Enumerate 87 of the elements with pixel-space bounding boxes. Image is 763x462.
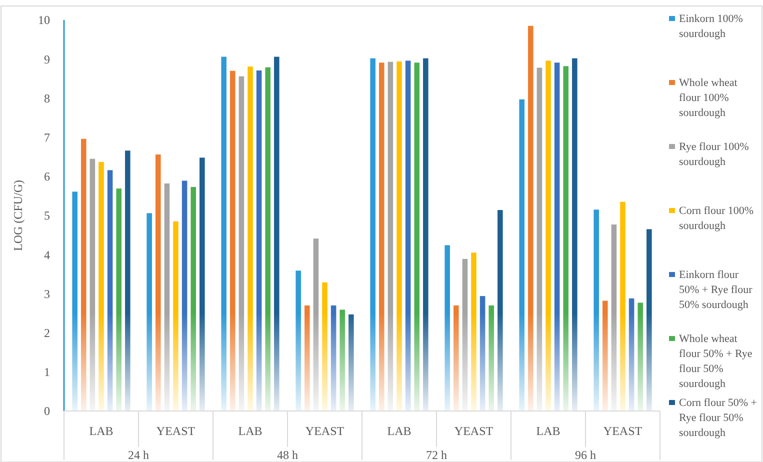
- bar: [146, 213, 152, 411]
- x-tick-label: LAB: [387, 424, 412, 438]
- bar: [563, 66, 568, 411]
- bar: [256, 70, 262, 411]
- bar: [340, 310, 345, 411]
- text: 72 h: [426, 448, 447, 462]
- bar: [107, 170, 113, 411]
- bar: [90, 158, 96, 411]
- y-tick-label: 10: [38, 13, 50, 28]
- bar: [423, 58, 428, 411]
- x-tick-label: YEAST: [454, 424, 494, 438]
- bar: [238, 76, 244, 411]
- bar: [454, 305, 459, 411]
- bar: [611, 224, 617, 411]
- bar: [81, 138, 86, 411]
- bar: [164, 183, 170, 411]
- y-tick-label: 7: [44, 130, 50, 144]
- x-tick-label: YEAST: [305, 424, 345, 438]
- bar: [444, 245, 450, 411]
- bar: [98, 162, 104, 411]
- legend-label: Whole wheat flour 50% + Rye flour 50% sourdough: [679, 333, 752, 390]
- text: 48 h: [277, 448, 298, 462]
- bar: [322, 282, 328, 411]
- bar: [388, 62, 394, 411]
- bar: [304, 305, 310, 411]
- bar: [498, 210, 503, 411]
- bar: [248, 66, 253, 411]
- bar: [265, 67, 270, 411]
- x-tick-label: LAB: [89, 424, 114, 438]
- bar: [72, 192, 78, 411]
- bar: [519, 99, 524, 411]
- y-tick-label: 0: [44, 404, 50, 418]
- legend-label: Einkorn 100% sourdough: [679, 13, 743, 40]
- bar: [379, 62, 384, 411]
- bar: [173, 221, 178, 411]
- y-tick-label: 1: [44, 365, 50, 380]
- bar: [125, 150, 130, 411]
- y-tick-label: 5: [44, 208, 50, 223]
- text: 96 h: [575, 448, 596, 462]
- legend-label: Einkorn flour 50% + Rye flour 50% sourdough: [679, 269, 753, 311]
- bar: [488, 305, 494, 411]
- y-tick-label: 4: [44, 248, 50, 262]
- bar: [594, 210, 599, 411]
- legend-label: Rye flour 100% sourdough: [679, 141, 749, 168]
- bar: [116, 188, 122, 411]
- bar: [628, 298, 634, 411]
- y-axis-title: LOG (CFU/G): [11, 180, 25, 251]
- bar: [471, 252, 476, 411]
- bar: [330, 305, 336, 411]
- y-tick-label: 2: [44, 326, 50, 340]
- y-tick-label: 6: [44, 170, 50, 184]
- bar: [274, 56, 280, 411]
- bar: [190, 186, 196, 411]
- bar: [348, 314, 354, 411]
- legend-label: Whole wheat flour 100% sourdough: [679, 77, 738, 119]
- bar: [396, 61, 402, 411]
- text: 24 h: [128, 448, 149, 462]
- legend-label: Corn flour 50% + Rye flour 50% sourdough: [679, 397, 757, 439]
- legend-label: Corn flour 100% sourdough: [679, 205, 754, 232]
- y-tick-label: 3: [44, 286, 50, 301]
- bar: [572, 58, 578, 411]
- x-tick-label: YEAST: [603, 424, 643, 438]
- bar: [296, 270, 301, 411]
- bar: [528, 26, 534, 411]
- x-tick-label: YEAST: [156, 424, 196, 438]
- bar: [221, 56, 226, 411]
- bar: [638, 302, 643, 411]
- bar: [414, 62, 420, 411]
- bar: [480, 296, 486, 411]
- bar: [646, 229, 652, 411]
- bar: [156, 154, 161, 411]
- x-tick-label: LAB: [536, 424, 560, 438]
- y-tick-label: 8: [44, 91, 50, 106]
- bar: [200, 158, 205, 411]
- bar: [536, 68, 542, 411]
- bar: [602, 300, 608, 411]
- bar: [182, 180, 188, 411]
- x-tick-label: LAB: [238, 424, 262, 438]
- bar: [620, 202, 626, 411]
- bar: [313, 238, 319, 411]
- bar: [405, 60, 411, 411]
- bar: [554, 62, 560, 411]
- y-tick-label: 9: [44, 52, 50, 66]
- bar: [370, 58, 376, 411]
- bar: [462, 258, 468, 411]
- bar: [230, 70, 236, 411]
- bar: [546, 60, 551, 411]
